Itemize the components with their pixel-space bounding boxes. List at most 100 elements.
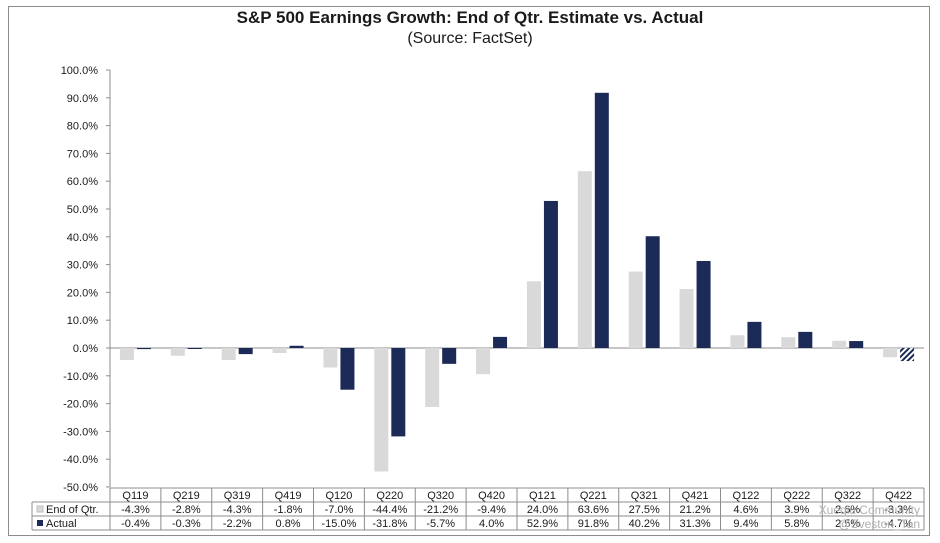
data-label: 27.5%: [629, 504, 660, 516]
data-label: -9.4%: [477, 504, 506, 516]
bar-estimate: [679, 289, 694, 348]
y-tick-label: 30.0%: [67, 260, 98, 272]
category-label: Q120: [325, 490, 352, 502]
bar-actual: [442, 348, 457, 364]
watermark-line1: Xueqiu Community: [818, 503, 920, 517]
bar-estimate: [221, 348, 236, 360]
legend-label: Actual: [46, 518, 77, 530]
data-label: -5.7%: [426, 518, 455, 530]
data-label: -0.3%: [172, 518, 201, 530]
bar-actual: [849, 341, 864, 348]
bar-estimate: [883, 348, 898, 358]
bar-actual: [798, 331, 813, 348]
data-label: -31.8%: [372, 518, 407, 530]
chart-frame: [8, 6, 930, 536]
data-label: -4.3%: [223, 504, 252, 516]
data-label: -0.4%: [121, 518, 150, 530]
category-label: Q220: [376, 490, 403, 502]
data-label: -1.8%: [274, 504, 303, 516]
y-tick-label: 40.0%: [67, 232, 98, 244]
bar-estimate: [425, 348, 440, 407]
bar-estimate: [832, 340, 847, 348]
bar-actual: [645, 236, 660, 348]
y-tick-label: -20.0%: [63, 399, 98, 411]
y-tick-label: 0.0%: [73, 343, 98, 355]
legend-key: [36, 505, 44, 513]
bar-estimate: [272, 348, 287, 354]
data-label: 63.6%: [578, 504, 609, 516]
bar-estimate: [526, 281, 541, 348]
data-label: -7.0%: [325, 504, 354, 516]
bar-actual: [747, 321, 762, 348]
category-label: Q319: [224, 490, 251, 502]
bar-estimate: [577, 171, 592, 348]
data-label: -44.4%: [372, 504, 407, 516]
category-label: Q222: [783, 490, 810, 502]
watermark-line2: @Sveston_Tan: [838, 517, 920, 531]
bar-actual: [900, 348, 915, 362]
y-tick-label: 60.0%: [67, 176, 98, 188]
chart-title: S&P 500 Earnings Growth: End of Qtr. Est…: [236, 8, 704, 27]
category-label: Q420: [478, 490, 505, 502]
category-label: Q121: [529, 490, 556, 502]
y-tick-label: 20.0%: [67, 287, 98, 299]
data-label: -4.3%: [121, 504, 150, 516]
bar-estimate: [374, 348, 389, 472]
data-label: 52.9%: [527, 518, 558, 530]
y-tick-label: 90.0%: [67, 93, 98, 105]
y-tick-label: -10.0%: [63, 371, 98, 383]
data-label: -15.0%: [322, 518, 357, 530]
data-label: 40.2%: [629, 518, 660, 530]
y-tick-label: -40.0%: [63, 454, 98, 466]
data-label: 9.4%: [733, 518, 758, 530]
category-label: Q421: [682, 490, 709, 502]
data-label: -21.2%: [423, 504, 458, 516]
bar-actual: [187, 348, 202, 349]
bar-actual: [391, 348, 406, 437]
bar-actual: [289, 345, 304, 348]
bar-actual: [543, 200, 558, 348]
category-label: Q322: [834, 490, 861, 502]
data-label: 5.8%: [784, 518, 809, 530]
y-tick-label: 50.0%: [67, 204, 98, 216]
data-label: -3.3%: [884, 504, 913, 516]
bar-actual: [340, 348, 355, 390]
watermark: Xueqiu Community @Sveston_Tan: [819, 503, 920, 531]
data-label: 4.6%: [733, 504, 758, 516]
category-label: Q219: [173, 490, 200, 502]
legend-key: [37, 520, 43, 526]
category-label: Q419: [275, 490, 302, 502]
bar-estimate: [476, 348, 491, 375]
y-tick-label: -50.0%: [63, 482, 98, 494]
data-label: 21.2%: [679, 504, 710, 516]
bar-estimate: [628, 271, 643, 348]
bar-estimate: [730, 335, 745, 348]
bar-estimate: [323, 348, 338, 368]
category-label: Q119: [122, 490, 148, 502]
y-tick-label: 80.0%: [67, 121, 98, 133]
bar-estimate: [170, 348, 185, 356]
bar-actual: [696, 260, 711, 348]
data-label: 31.3%: [679, 518, 710, 530]
y-tick-label: -30.0%: [63, 426, 98, 438]
bar-estimate: [119, 348, 134, 360]
data-label: -2.2%: [223, 518, 252, 530]
bar-actual: [238, 348, 253, 355]
data-label: 91.8%: [578, 518, 609, 530]
data-label: 4.0%: [479, 518, 504, 530]
category-label: Q320: [427, 490, 454, 502]
y-tick-label: 100.0%: [61, 65, 99, 77]
y-tick-label: 10.0%: [67, 315, 98, 327]
data-label: -4.7%: [884, 518, 913, 530]
data-label: 24.0%: [527, 504, 558, 516]
chart-subtitle: (Source: FactSet): [407, 30, 533, 47]
bar-estimate: [781, 337, 796, 348]
data-label: 2.6%: [835, 504, 860, 516]
legend-label: End of Qtr.: [46, 504, 99, 516]
bar-actual: [136, 348, 151, 350]
bar-actual: [493, 336, 508, 348]
y-tick-label: 70.0%: [67, 148, 98, 160]
category-label: Q221: [580, 490, 607, 502]
category-label: Q122: [732, 490, 759, 502]
